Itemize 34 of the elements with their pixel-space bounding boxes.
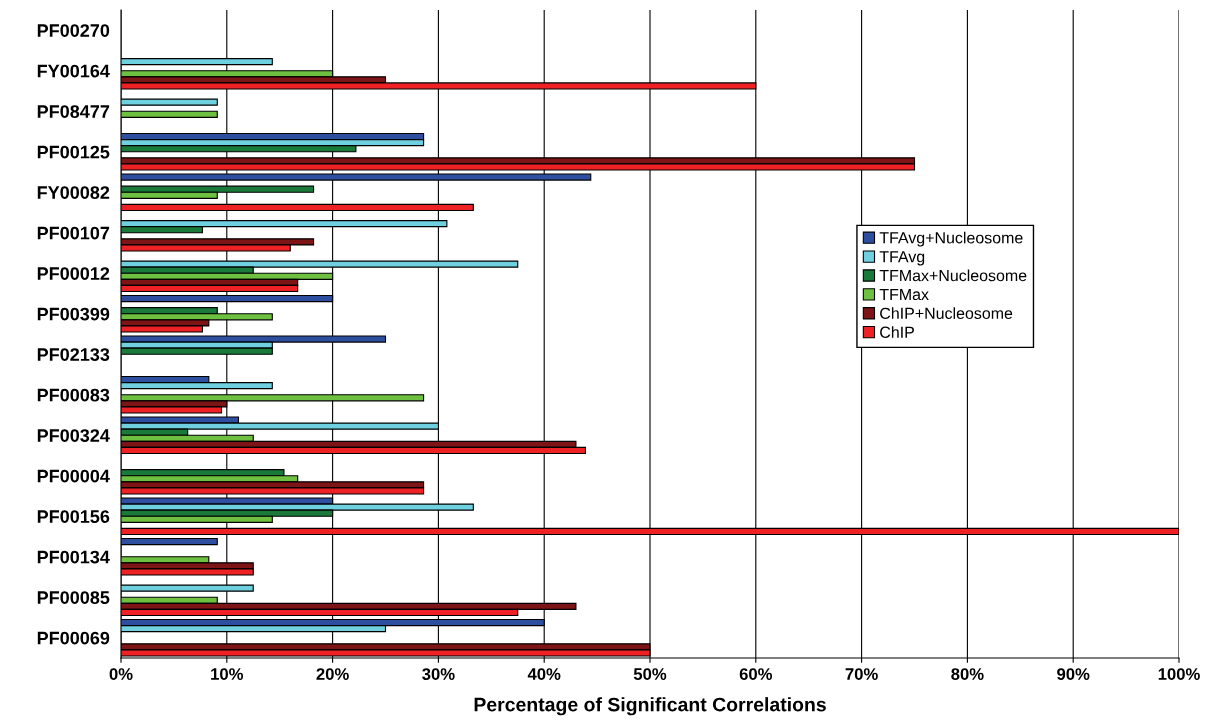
- y-tick-label: PF00085: [37, 591, 110, 604]
- y-tick-label: PF00125: [37, 145, 110, 159]
- x-axis-title: Percentage of Significant Correlations: [474, 697, 826, 716]
- x-tick-label: 70%: [845, 668, 878, 680]
- y-tick-label: PF00004: [37, 469, 110, 483]
- x-tick-label: 40%: [527, 668, 561, 680]
- x-tick-label: 30%: [422, 668, 455, 680]
- y-tick-label: PF00012: [37, 267, 110, 280]
- x-tick-label: 60%: [739, 668, 773, 680]
- legend-label: ChIP: [880, 326, 914, 338]
- x-tick-label: 100%: [1158, 668, 1200, 680]
- x-tick-label: 90%: [1057, 668, 1090, 680]
- x-tick-label: 80%: [951, 668, 984, 680]
- y-tick-label: PF00107: [37, 226, 110, 240]
- y-tick-label: PF00156: [37, 510, 110, 523]
- y-tick-label: PF00324: [37, 429, 110, 442]
- legend-label: TFAvg+Nucleosome: [879, 231, 1023, 247]
- y-tick-label: PF02133: [37, 348, 110, 361]
- x-tick-label: 0%: [109, 668, 133, 680]
- legend-label: TFMax: [879, 288, 929, 301]
- y-tick-label: FY00082: [37, 186, 110, 199]
- y-tick-label: PF00134: [37, 550, 110, 564]
- legend-label: TFAvg: [879, 251, 925, 266]
- x-tick-label: 20%: [316, 668, 349, 680]
- y-tick-label: PF00399: [37, 307, 110, 321]
- y-tick-label: PF00069: [37, 631, 110, 645]
- y-tick-label: PF00270: [37, 24, 110, 37]
- legend-label: TFMax+Nucleosome: [879, 269, 1027, 282]
- y-tick-label: PF00083: [37, 388, 110, 402]
- x-tick-label: 50%: [633, 668, 667, 680]
- x-tick-label: 10%: [211, 668, 244, 680]
- y-tick-label: PF08477: [37, 105, 110, 118]
- y-tick-label: FY00164: [37, 64, 110, 78]
- legend-label: ChIP+Nucleosome: [880, 307, 1013, 319]
